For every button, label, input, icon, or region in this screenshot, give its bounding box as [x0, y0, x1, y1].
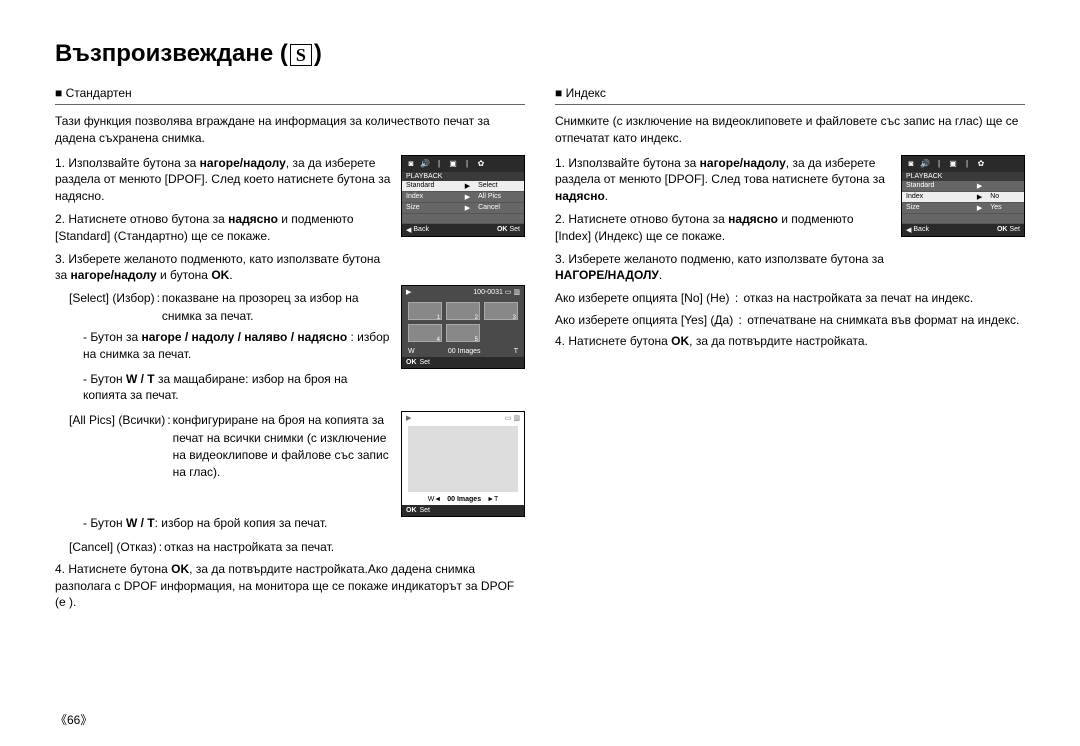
r-step-3: 3. Изберете желаното подменю, като изпол… [555, 251, 891, 285]
right-options: Ако изберете опцията [No] (Не) : отказ н… [555, 290, 1025, 350]
right-subhead-rule [555, 104, 1025, 105]
single-image-area [408, 426, 518, 492]
grid-zoombar: W 00 Images T [402, 346, 524, 357]
left-intro: Тази функция позволява вграждане на инфо… [55, 113, 525, 147]
left-subhead-rule [55, 104, 525, 105]
camera-menu-table: Standard▶Select Index▶All Pics Size▶Canc… [402, 181, 524, 224]
speaker-icon: 🔊 [920, 159, 930, 169]
page-title: Възпроизвеждане (S) [55, 40, 1025, 68]
menu-row: Standard▶ [902, 181, 1024, 192]
def-select: [Select] (Избор): показване на прозорец … [55, 290, 391, 325]
page-number: 《66》 [55, 711, 92, 728]
camera-thumbnail-grid: ▶ 100-0031 ▭ ▥ 1 2 3 4 5 W 00 Images T [401, 285, 525, 369]
divider-icon: | [934, 159, 944, 169]
camera-menu-index: ◙ 🔊 | ▣ | ✿ PLAYBACK Standard▶ Index▶No … [901, 155, 1025, 237]
gear-icon: ✿ [976, 159, 986, 169]
right-intro: Снимките (с изключение на видеоклиповете… [555, 113, 1025, 147]
back-arrow-icon: ◀ [406, 226, 411, 234]
menu-row: Size▶Cancel [402, 202, 524, 213]
camera-menu-section: PLAYBACK [402, 172, 524, 181]
opt-yes: Ако изберете опцията [Yes] (Да) : отпеча… [555, 312, 1025, 329]
divider-icon: | [462, 159, 472, 169]
left-subhead: ■ Стандартен [55, 86, 525, 100]
title-mode-icon: S [290, 44, 312, 66]
camera-menu-section: PLAYBACK [902, 172, 1024, 181]
menu-row: Index▶All Pics [402, 191, 524, 202]
thumb-empty [484, 324, 518, 342]
menu-row: Size▶Yes [902, 202, 1024, 213]
def-allpics: [All Pics] (Всички): конфигуриране на бр… [55, 412, 391, 482]
step-4: 4. Натиснете бутона OK, за да потвърдите… [55, 561, 525, 611]
bullet-1: - Бутон за нагоре / надолу / наляво / на… [55, 329, 391, 363]
thumb: 2 [446, 302, 480, 320]
step-3: 3. Изберете желаното подменюто, като изп… [55, 251, 391, 285]
step-2: 2. Натиснете отново бутона за надясно и … [55, 211, 391, 245]
right-steps-block: ◙ 🔊 | ▣ | ✿ PLAYBACK Standard▶ Index▶No … [555, 155, 1025, 285]
step-1: 1. Използвайте бутона за нагоре/надолу, … [55, 155, 391, 205]
grid-topbar: ▶ 100-0031 ▭ ▥ [402, 286, 524, 298]
r-step-2: 2. Натиснете отново бутона за надясно и … [555, 211, 891, 245]
opt-no: Ако изберете опцията [No] (Не) : отказ н… [555, 290, 1025, 307]
camera-menu-table: Standard▶ Index▶No Size▶Yes [902, 181, 1024, 224]
camera-menu-standard: ◙ 🔊 | ▣ | ✿ PLAYBACK Standard▶Select Ind… [401, 155, 525, 237]
divider-icon: | [962, 159, 972, 169]
camera-menu-topbar: ◙ 🔊 | ▣ | ✿ [902, 156, 1024, 172]
menu-row [902, 213, 1024, 223]
grid-okbar: OKSet [402, 357, 524, 368]
camera-menu-topbar: ◙ 🔊 | ▣ | ✿ [402, 156, 524, 172]
bullet-3: - Бутон W / T: избор на брой копия за пе… [55, 515, 525, 532]
r-step-4: 4. Натиснете бутона OK, за да потвърдите… [555, 333, 1025, 350]
speaker-icon: 🔊 [420, 159, 430, 169]
play-icon: ▶ [406, 288, 411, 296]
left-column: ■ Стандартен Тази функция позволява вгра… [55, 86, 525, 619]
thumb: 1 [408, 302, 442, 320]
two-column-layout: ■ Стандартен Тази функция позволява вгра… [55, 86, 1025, 619]
thumb: 4 [408, 324, 442, 342]
single-okbar: OKSet [402, 505, 524, 516]
title-text-b: ) [314, 40, 322, 67]
menu-row: Standard▶Select [402, 181, 524, 192]
menu-row [402, 213, 524, 223]
camera-menu-footer: ◀ Back OK Set [902, 224, 1024, 236]
camera-icon: ◙ [406, 159, 416, 169]
menu-row: Index▶No [902, 191, 1024, 202]
screen-icon: ▣ [948, 159, 958, 169]
gear-icon: ✿ [476, 159, 486, 169]
single-topbar: ▶ ▭ ▥ [402, 412, 524, 424]
play-icon: ▶ [406, 414, 411, 422]
grid-area: 1 2 3 4 5 [402, 298, 524, 346]
right-column: ■ Индекс Снимките (с изключение на видео… [555, 86, 1025, 619]
back-arrow-icon: ◀ [906, 226, 911, 234]
camera-menu-footer: ◀ Back OK Set [402, 224, 524, 236]
camera-single-image: ▶ ▭ ▥ W◄ 00 Images ►T OKSet [401, 411, 525, 517]
def-cancel: [Cancel] (Отказ): отказ на настройката з… [55, 539, 525, 556]
divider-icon: | [434, 159, 444, 169]
screen-icon: ▣ [448, 159, 458, 169]
thumb: 3 [484, 302, 518, 320]
left-steps-block: ◙ 🔊 | ▣ | ✿ PLAYBACK Standard▶Select Ind… [55, 155, 525, 515]
bullet-2: - Бутон W / T за мащабиране: избор на бр… [55, 371, 391, 405]
camera-icon: ◙ [906, 159, 916, 169]
right-subhead: ■ Индекс [555, 86, 1025, 100]
single-zoombar: W◄ 00 Images ►T [402, 494, 524, 505]
r-step-1: 1. Използвайте бутона за нагоре/надолу, … [555, 155, 891, 205]
thumb: 5 [446, 324, 480, 342]
title-text-a: Възпроизвеждане ( [55, 40, 288, 67]
